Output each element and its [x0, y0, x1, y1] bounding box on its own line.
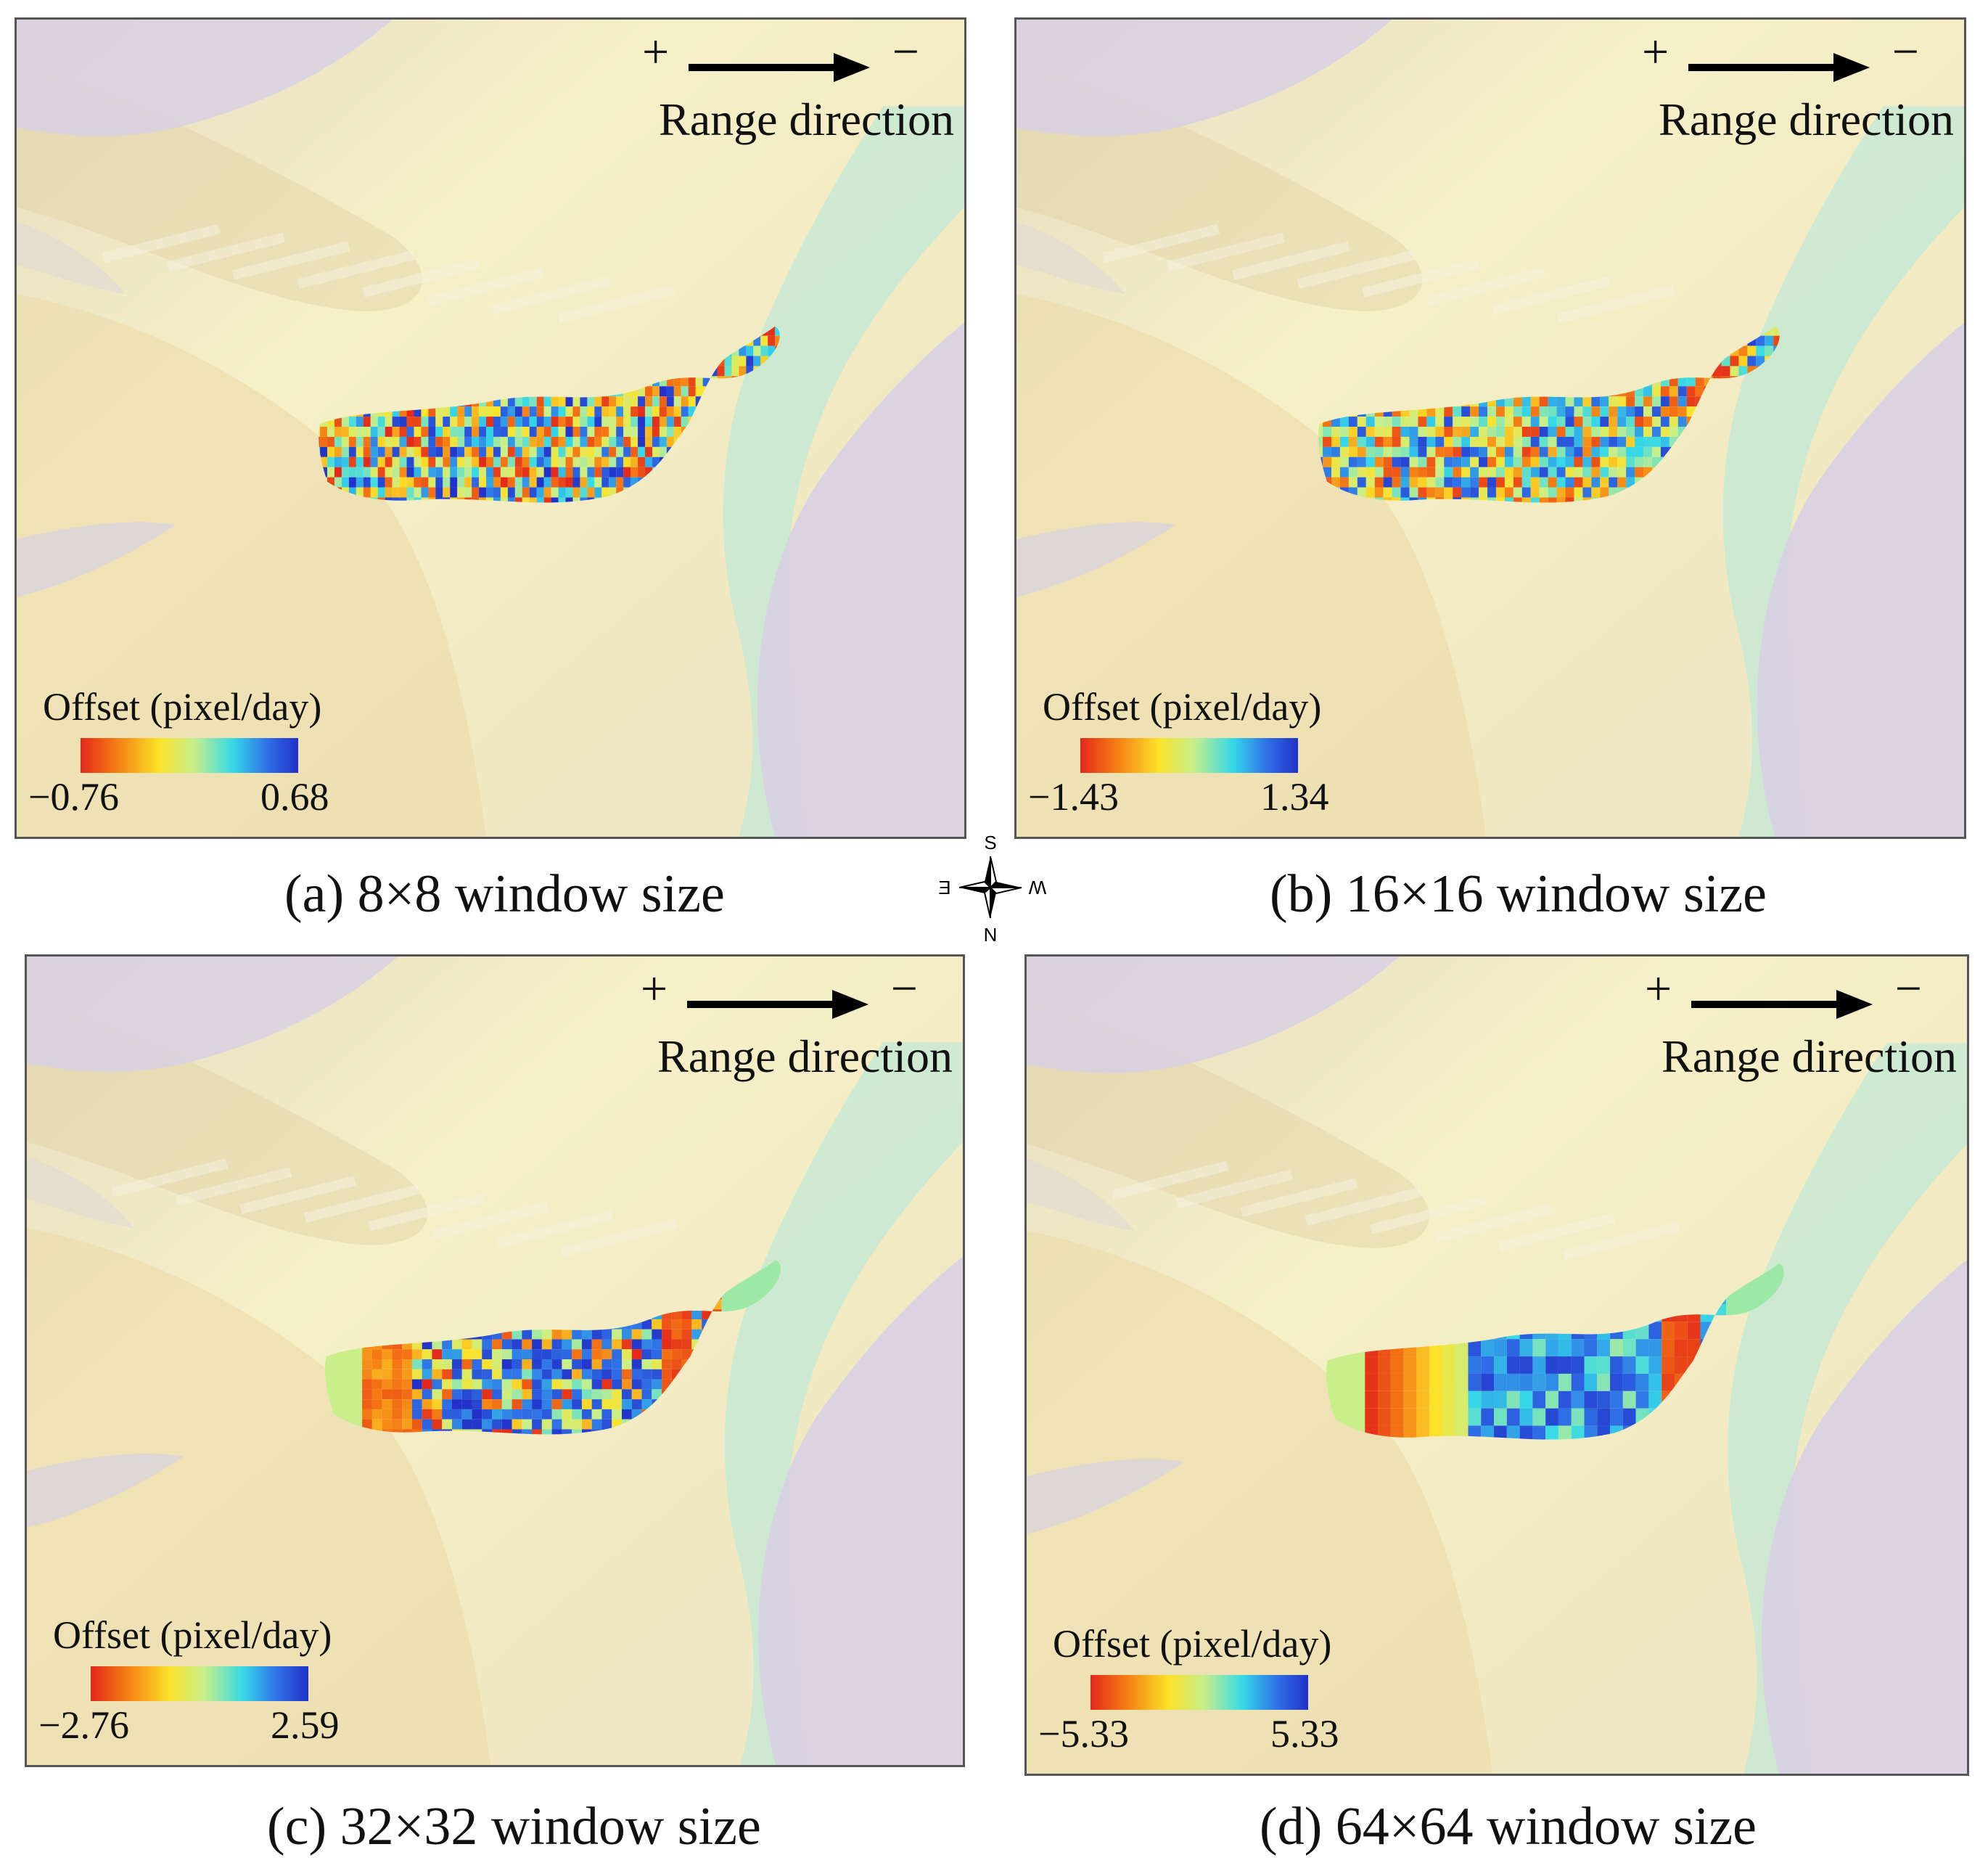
minus-sign: −: [892, 25, 919, 78]
caption-c: (c) 32×32 window size: [267, 1797, 761, 1856]
minus-sign: −: [1892, 25, 1919, 78]
plus-sign: +: [1645, 962, 1672, 1015]
legend-max: 1.34: [1260, 775, 1329, 819]
legend-min: −0.76: [28, 775, 119, 819]
offset-legend: Offset (pixel/day) −1.43 1.34: [1028, 687, 1376, 832]
terrain-map: [1016, 20, 1964, 837]
range-direction-indicator: + − Range direction: [1613, 28, 1954, 153]
map-panel-a: + − Range direction Offset (pixel/day) −…: [15, 17, 966, 839]
compass-rose: S N E W: [921, 824, 1059, 951]
legend-min: −1.43: [1028, 775, 1119, 819]
map-panel-c: + − Range direction Offset (pixel/day) −…: [25, 954, 965, 1767]
legend-title: Offset (pixel/day): [1043, 685, 1322, 729]
caption-a: (a) 8×8 window size: [284, 864, 725, 924]
colorbar: [1090, 1675, 1308, 1710]
map-panel-d: + − Range direction Offset (pixel/day) −…: [1024, 954, 1969, 1776]
colorbar: [1080, 738, 1298, 773]
legend-min: −2.76: [38, 1703, 129, 1747]
minus-sign: −: [1894, 962, 1922, 1015]
offset-legend: Offset (pixel/day) −0.76 0.68: [28, 687, 377, 832]
legend-title: Offset (pixel/day): [53, 1613, 332, 1657]
legend-max: 2.59: [271, 1703, 340, 1747]
minus-sign: −: [890, 962, 918, 1015]
colorbar: [91, 1666, 308, 1701]
range-direction-indicator: + − Range direction: [613, 28, 954, 153]
offset-legend: Offset (pixel/day) −5.33 5.33: [1038, 1624, 1387, 1769]
right-arrow-icon: [1688, 53, 1870, 82]
map-panel-b: + − Range direction Offset (pixel/day) −…: [1014, 17, 1966, 839]
plus-sign: +: [641, 962, 668, 1015]
compass-n: N: [984, 924, 998, 946]
legend-max: 0.68: [260, 775, 329, 819]
right-arrow-icon: [687, 990, 868, 1019]
compass-rose-icon: S N E W: [938, 832, 1046, 946]
terrain-map: [1027, 957, 1967, 1774]
right-arrow-icon: [1691, 990, 1873, 1019]
colorbar: [81, 738, 298, 773]
legend-title: Offset (pixel/day): [43, 685, 322, 729]
compass-e: E: [938, 877, 950, 898]
caption-d: (d) 64×64 window size: [1260, 1797, 1757, 1856]
legend-min: −5.33: [1038, 1712, 1129, 1756]
range-direction-indicator: + − Range direction: [1616, 965, 1957, 1090]
plus-sign: +: [642, 25, 670, 78]
range-direction-label: Range direction: [659, 94, 954, 145]
compass-w: W: [1028, 877, 1046, 898]
terrain-map: [27, 957, 963, 1765]
range-direction-label: Range direction: [1662, 1031, 1957, 1082]
legend-max: 5.33: [1270, 1712, 1339, 1756]
range-direction-indicator: + − Range direction: [612, 965, 953, 1090]
caption-b: (b) 16×16 window size: [1270, 864, 1767, 924]
range-direction-label: Range direction: [657, 1031, 953, 1082]
compass-s: S: [984, 832, 996, 853]
right-arrow-icon: [689, 53, 870, 82]
plus-sign: +: [1642, 25, 1669, 78]
offset-legend: Offset (pixel/day) −2.76 2.59: [38, 1615, 387, 1761]
terrain-map: [17, 20, 964, 837]
legend-title: Offset (pixel/day): [1053, 1622, 1332, 1666]
range-direction-label: Range direction: [1659, 94, 1954, 145]
